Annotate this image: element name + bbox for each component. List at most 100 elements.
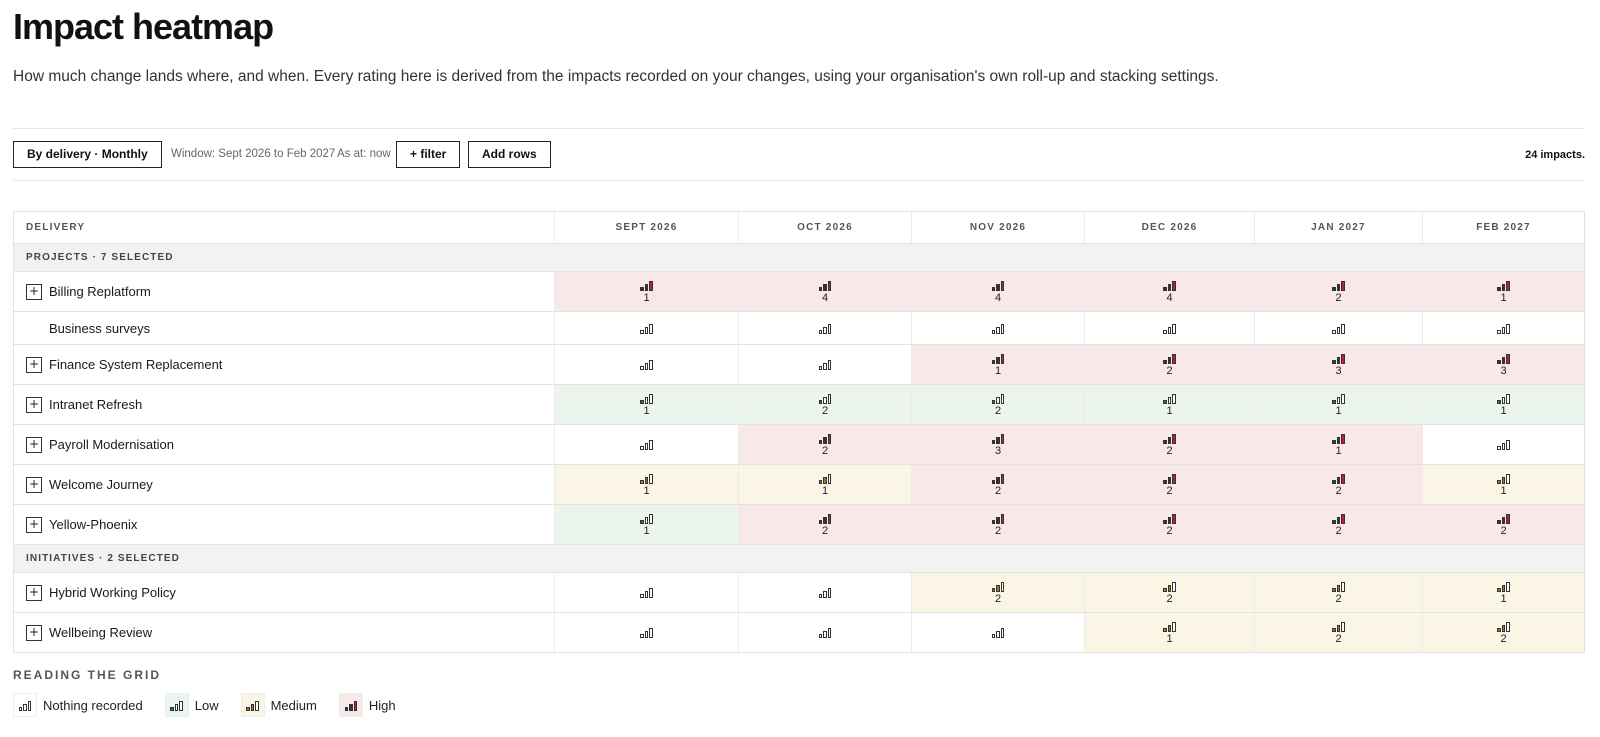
heatmap-cell[interactable]: 3 [912, 425, 1085, 464]
impact-level-icon [1163, 393, 1176, 404]
heatmap-cell[interactable] [1423, 312, 1584, 344]
expand-row-button[interactable]: + [26, 283, 42, 300]
view-selector-button[interactable]: By delivery · Monthly [13, 141, 162, 168]
heatmap-cell[interactable]: 1 [1255, 425, 1423, 464]
impact-level-icon [1497, 393, 1510, 404]
impact-count-value: 1 [1500, 404, 1507, 417]
heatmap-cell[interactable]: 2 [1085, 345, 1255, 384]
impact-count-value: 2 [1500, 524, 1507, 537]
impact-level-icon [991, 280, 1005, 291]
heatmap-cell[interactable]: 2 [1085, 573, 1255, 612]
heatmap-cell[interactable] [555, 613, 739, 652]
heatmap-cell[interactable]: 2 [912, 505, 1085, 544]
heatmap-cell[interactable]: 2 [739, 505, 912, 544]
impact-count-value: 2 [994, 592, 1002, 605]
expand-row-button[interactable]: + [26, 396, 42, 413]
heatmap-cell[interactable]: 2 [912, 465, 1085, 504]
heatmap-cell[interactable]: 2 [912, 385, 1085, 424]
heatmap-cell[interactable]: 2 [1255, 613, 1423, 652]
heatmap-cell[interactable] [555, 573, 739, 612]
heatmap-cell[interactable] [555, 345, 739, 384]
impact-count-value: 2 [994, 484, 1002, 497]
expand-row-button[interactable]: + [26, 624, 42, 641]
legend-label: Medium [270, 697, 317, 713]
page-subtitle: How much change lands where, and when. E… [13, 68, 1219, 85]
impact-level-icon [1497, 473, 1510, 484]
heatmap-cell[interactable]: 2 [739, 425, 912, 464]
impact-level-icon [818, 280, 832, 291]
heatmap-cell[interactable] [912, 613, 1085, 652]
heatmap-cell[interactable]: 2 [1085, 465, 1255, 504]
heatmap-cell[interactable]: 4 [912, 272, 1085, 311]
heatmap-cell[interactable]: 2 [1255, 505, 1423, 544]
heatmap-cell[interactable]: 4 [1085, 272, 1255, 311]
heatmap-cell[interactable]: 1 [1423, 573, 1584, 612]
heatmap-cell[interactable]: 1 [1423, 272, 1584, 311]
heatmap-cell[interactable] [912, 312, 1085, 344]
heatmap-cell[interactable] [555, 425, 739, 464]
heatmap-cell[interactable]: 1 [1255, 385, 1423, 424]
heatmap-row: + Wellbeing Review 1 2 2 [14, 613, 1584, 653]
heatmap-cell[interactable]: 1 [1423, 385, 1584, 424]
as-at-text: As at: now [337, 148, 391, 160]
heatmap-cell[interactable]: 2 [912, 573, 1085, 612]
heatmap-cell[interactable] [1423, 425, 1584, 464]
heatmap-row: + Yellow-Phoenix 1 2 2 2 2 2 [14, 505, 1584, 545]
group-header-row: INITIATIVES · 2 SELECTED [14, 545, 1584, 573]
heatmap-cell[interactable]: 2 [1255, 272, 1423, 311]
expand-row-button[interactable]: + [26, 476, 42, 493]
heatmap-cell[interactable]: 1 [912, 345, 1085, 384]
heatmap-cell[interactable] [739, 573, 912, 612]
heatmap-cell[interactable]: 3 [1423, 345, 1584, 384]
legend-swatch [164, 693, 189, 717]
impact-level-icon [1163, 353, 1176, 364]
impact-level-icon [1497, 513, 1510, 524]
heatmap-cell[interactable] [1255, 312, 1423, 344]
impact-level-icon [170, 700, 183, 711]
impact-level-icon [1497, 280, 1510, 291]
heatmap-cell[interactable]: 1 [1085, 385, 1255, 424]
heatmap-cell[interactable]: 1 [555, 272, 739, 311]
heatmap-cell[interactable]: 1 [1423, 465, 1584, 504]
heatmap-cell[interactable] [555, 312, 739, 344]
impact-count-value: 2 [1500, 632, 1507, 645]
impact-level-icon [1332, 581, 1345, 592]
impact-level-icon [640, 513, 653, 524]
impact-count-value: 1 [643, 484, 650, 497]
row-name: Finance System Replacement [49, 357, 223, 372]
heatmap-cell[interactable]: 4 [739, 272, 912, 311]
column-header-delivery: DELIVERY [14, 212, 555, 243]
heatmap-cell[interactable] [739, 613, 912, 652]
heatmap-cell[interactable]: 2 [1255, 573, 1423, 612]
add-filter-button[interactable]: + filter [396, 141, 461, 168]
heatmap-cell[interactable]: 2 [739, 385, 912, 424]
impact-level-icon [640, 473, 653, 484]
heatmap-cell[interactable]: 3 [1255, 345, 1423, 384]
heatmap-cell[interactable]: 1 [1085, 613, 1255, 652]
heatmap-cell[interactable]: 2 [1085, 425, 1255, 464]
impact-count-value: 2 [1166, 484, 1173, 497]
heatmap-cell[interactable]: 2 [1423, 505, 1584, 544]
heatmap-cell[interactable]: 1 [555, 465, 739, 504]
heatmap-cell[interactable]: 1 [555, 505, 739, 544]
expand-row-button[interactable]: + [26, 436, 42, 453]
heatmap-cell[interactable]: 1 [555, 385, 739, 424]
legend-swatch [338, 693, 363, 717]
heatmap-cell[interactable] [739, 312, 912, 344]
impact-count-value: 2 [1335, 632, 1342, 645]
impact-count-value: 1 [1500, 484, 1507, 497]
expand-row-button[interactable]: + [26, 356, 42, 373]
expand-row-button[interactable]: + [26, 584, 42, 601]
heatmap-cell[interactable]: 2 [1255, 465, 1423, 504]
expand-row-button[interactable]: + [26, 516, 42, 533]
legend-item: Medium [240, 693, 317, 717]
add-rows-button[interactable]: Add rows [468, 141, 551, 168]
impact-level-icon [818, 627, 832, 638]
row-label-cell: + Payroll Modernisation [14, 425, 555, 464]
heatmap-cell[interactable]: 1 [739, 465, 912, 504]
heatmap-cell[interactable]: 2 [1085, 505, 1255, 544]
row-name: Billing Replatform [49, 284, 151, 299]
heatmap-cell[interactable]: 2 [1423, 613, 1584, 652]
heatmap-cell[interactable] [739, 345, 912, 384]
heatmap-cell[interactable] [1085, 312, 1255, 344]
